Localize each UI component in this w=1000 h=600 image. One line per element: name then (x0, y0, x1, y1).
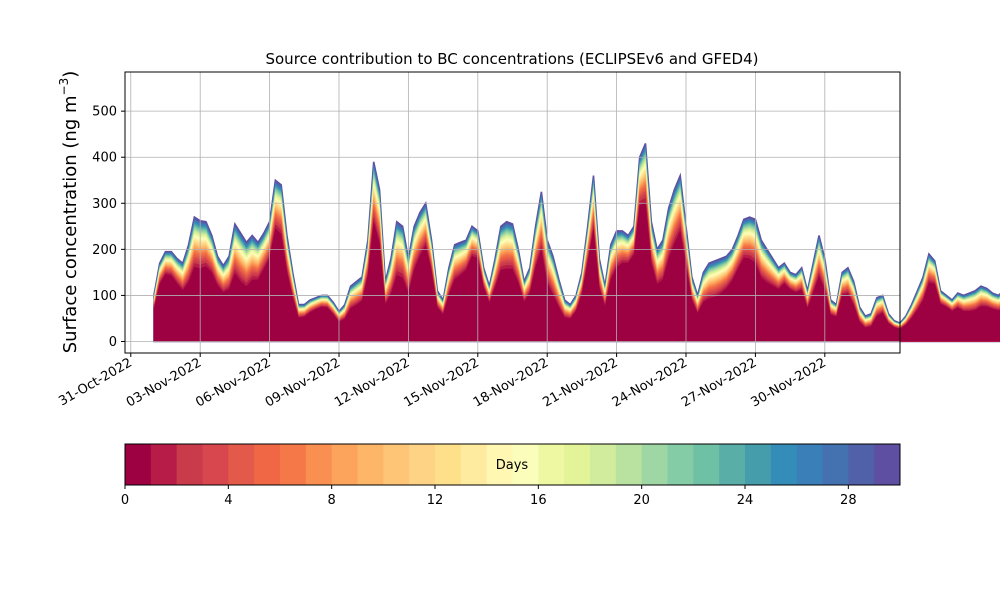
x-tick-label-1: 03-Nov-2022 (124, 355, 204, 410)
colorbar-tick-label-2: 8 (328, 493, 336, 508)
colorbar-tick-label-3: 12 (427, 493, 444, 508)
y-axis-label: Surface concentration (ng m−3) (57, 71, 81, 354)
colorbar-cell-16 (538, 444, 565, 485)
colorbar-cell-10 (383, 444, 410, 485)
colorbar-cell-5 (254, 444, 281, 485)
colorbar-tick-label-4: 16 (530, 493, 547, 508)
colorbar-cell-13 (460, 444, 488, 485)
colorbar-cell-1 (150, 444, 178, 485)
colorbar-cell-23 (719, 444, 746, 485)
colorbar-cell-24 (745, 444, 772, 485)
colorbar: Days 0 4 8 12 16 20 24 28 (121, 443, 901, 508)
colorbar-cell-29 (874, 444, 901, 485)
colorbar-cell-19 (615, 444, 643, 485)
colorbar-cell-2 (176, 444, 203, 485)
colorbar-cell-11 (409, 444, 436, 485)
y-axis-label-superscript: −3 (57, 78, 71, 96)
axes-frame (124, 71, 901, 354)
x-tick-label-8: 24-Nov-2022 (610, 355, 690, 410)
colorbar-cell-28 (848, 444, 875, 485)
colorbar-tick-label-7: 28 (840, 493, 857, 508)
colorbar-cell-20 (641, 444, 668, 485)
chart-title: Source contribution to BC concentrations… (265, 50, 758, 68)
y-tick-label-1: 100 (92, 289, 117, 304)
x-tick-label-9: 27-Nov-2022 (679, 355, 759, 410)
stacked-area-layers (153, 143, 1000, 343)
x-tick-label-5: 15-Nov-2022 (402, 355, 482, 410)
x-tick-label-2: 06-Nov-2022 (193, 355, 273, 410)
colorbar-cell-18 (590, 444, 617, 485)
colorbar-label: Days (496, 458, 529, 473)
x-axis: 31-Oct-202203-Nov-202206-Nov-202209-Nov-… (56, 353, 829, 410)
colorbar-cell-0 (125, 444, 152, 485)
colorbar-cell-3 (202, 444, 229, 485)
x-tick-label-0: 31-Oct-2022 (56, 355, 134, 409)
colorbar-cell-25 (770, 444, 798, 485)
colorbar-cell-6 (280, 444, 307, 485)
colorbar-tick-label-1: 4 (224, 493, 232, 508)
grid-lines (125, 72, 900, 353)
colorbar-cell-9 (357, 444, 384, 485)
colorbar-tick-label-0: 0 (121, 493, 129, 508)
colorbar-frame (124, 443, 901, 486)
y-axis: 0 100 200 300 400 500 (92, 105, 125, 350)
colorbar-cell-7 (305, 444, 333, 485)
colorbar-cell-4 (228, 444, 255, 485)
colorbar-tick-label-6: 24 (737, 493, 754, 508)
y-tick-label-5: 500 (92, 105, 117, 120)
colorbar-cell-8 (331, 444, 358, 485)
y-tick-label-0: 0 (109, 335, 117, 350)
y-axis-label-close: ) (60, 71, 81, 78)
colorbar-tick-label-5: 20 (633, 493, 650, 508)
colorbar-cells (125, 444, 901, 485)
colorbar-cell-27 (822, 444, 849, 485)
y-tick-label-2: 200 (92, 243, 117, 258)
y-tick-label-4: 400 (92, 151, 117, 166)
x-tick-label-10: 30-Nov-2022 (749, 355, 829, 410)
colorbar-cell-21 (667, 444, 694, 485)
x-tick-label-4: 12-Nov-2022 (332, 355, 412, 410)
y-axis-label-main: Surface concentration (ng m (60, 95, 81, 353)
colorbar-cell-17 (564, 444, 591, 485)
x-tick-label-7: 21-Nov-2022 (540, 355, 620, 410)
plot-area (124, 71, 1000, 354)
x-tick-label-6: 18-Nov-2022 (471, 355, 551, 410)
x-tick-label-3: 09-Nov-2022 (263, 355, 343, 410)
y-tick-label-3: 300 (92, 197, 117, 212)
colorbar-cell-15 (512, 444, 539, 485)
colorbar-cell-26 (796, 444, 823, 485)
area-layer-day-1 (153, 202, 1000, 342)
colorbar-cell-12 (435, 444, 462, 485)
colorbar-cell-14 (486, 444, 513, 485)
colorbar-ticks: 0 4 8 12 16 20 24 28 (121, 485, 857, 508)
colorbar-cell-22 (693, 444, 720, 485)
